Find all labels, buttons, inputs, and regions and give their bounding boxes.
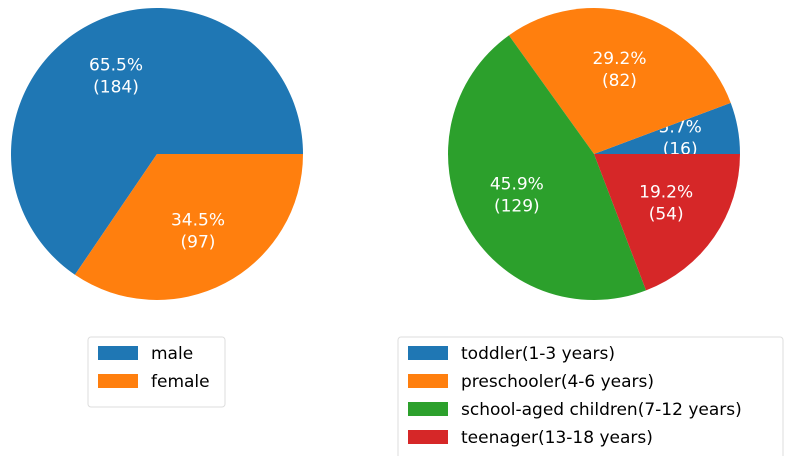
- slice-percent-label: 45.9%: [490, 174, 544, 194]
- pie-slice: [74, 154, 304, 300]
- legend-swatch: [98, 374, 138, 388]
- legend-label: teenager(13-18 years): [461, 428, 653, 448]
- legend-box: [397, 336, 784, 456]
- slice-count-label: (184): [93, 78, 139, 98]
- legend-label: female: [151, 372, 210, 392]
- pie-slice: [594, 102, 740, 154]
- legend-swatch: [408, 402, 448, 416]
- slice-percent-label: 65.5%: [89, 56, 143, 76]
- legend-swatch: [408, 374, 448, 388]
- pie-slice: [10, 7, 303, 275]
- slice-percent-label: 29.2%: [592, 49, 646, 69]
- legend-swatch: [98, 346, 138, 360]
- slice-count-label: (129): [494, 196, 540, 216]
- slice-count-label: (54): [649, 205, 684, 225]
- slice-count-label: (97): [181, 232, 216, 252]
- pie-slice: [594, 154, 740, 291]
- pie-slice: [508, 7, 731, 154]
- slice-count-label: (82): [602, 71, 637, 91]
- legend-label: toddler(1-3 years): [461, 344, 615, 364]
- slice-percent-label: 19.2%: [639, 183, 693, 203]
- legend-swatch: [408, 346, 448, 360]
- slice-percent-label: 34.5%: [171, 210, 225, 230]
- legend-swatch: [408, 430, 448, 444]
- legend-label: school-aged children(7-12 years): [461, 400, 742, 420]
- legend-label: preschooler(4-6 years): [461, 372, 654, 392]
- pie-slice: [448, 35, 647, 300]
- legend-label: male: [151, 344, 193, 364]
